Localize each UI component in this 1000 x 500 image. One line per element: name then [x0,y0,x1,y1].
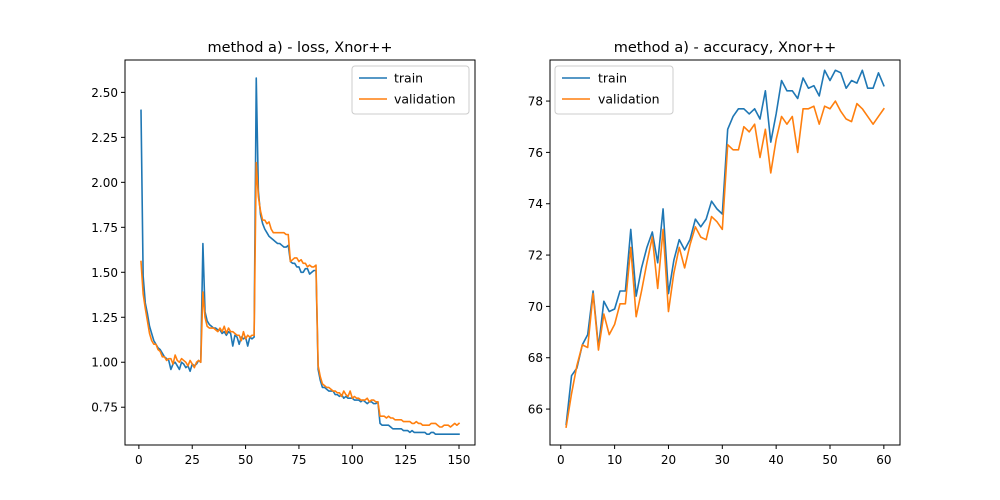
x-tick-label: 150 [448,453,471,467]
series-line-validation [140,161,461,428]
loss-chart-title: method a) - loss, Xnor++ [207,40,392,56]
loss-axes-frame [124,59,476,446]
series-line-train [565,69,885,426]
accuracy-chart-title: method a) - accuracy, Xnor++ [614,40,837,56]
x-tick-label: 10 [607,453,622,467]
series-line-train [140,77,460,436]
y-tick-label: 1.00 [91,356,118,370]
y-tick-label: 1.75 [91,221,118,235]
y-tick-label: 76 [528,146,543,160]
x-tick-label: 0 [557,453,565,467]
x-tick-label: 50 [238,453,253,467]
legend-label-validation: validation [394,92,456,107]
legend-label-validation: validation [598,92,660,107]
x-tick-label: 20 [661,453,676,467]
loss-series-layer [140,77,461,436]
x-tick-label: 30 [715,453,730,467]
x-tick-label: 125 [394,453,417,467]
accuracy-series-layer [565,69,885,428]
x-tick-label: 0 [135,453,143,467]
y-tick-label: 66 [528,403,543,417]
loss-legend: train validation [351,65,470,115]
x-tick-label: 75 [291,453,306,467]
accuracy-ticks-layer: 0 10 20 30 40 50 60 66 68 70 72 74 76 78 [528,95,892,467]
y-tick-label: 74 [528,197,543,211]
y-tick-label: 72 [528,249,543,263]
x-tick-label: 60 [876,453,891,467]
x-tick-label: 100 [341,453,364,467]
x-tick-label: 25 [185,453,200,467]
y-tick-label: 0.75 [91,401,118,415]
y-tick-label: 1.25 [91,311,118,325]
loss-ticks-layer: 0 25 50 75 100 125 150 0.75 1.00 1.25 1.50 1.75 2.00… [91,86,470,467]
y-tick-label: 78 [528,95,543,109]
loss-chart-panel: method a) - loss, Xnor++ 0 25 50 75 100 125 15… [91,40,476,467]
y-tick-label: 68 [528,351,543,365]
y-tick-label: 2.25 [91,131,118,145]
x-tick-label: 40 [769,453,784,467]
y-tick-label: 70 [528,300,543,314]
legend-label-train: train [394,71,423,86]
x-tick-label: 50 [822,453,837,467]
accuracy-axes-frame [549,59,901,446]
y-tick-label: 2.50 [91,86,118,100]
legend-label-train: train [598,71,627,86]
y-tick-label: 1.50 [91,266,118,280]
y-tick-label: 2.00 [91,176,118,190]
series-line-validation [565,100,885,428]
accuracy-legend: train validation [554,65,674,115]
accuracy-chart-panel: method a) - accuracy, Xnor++ 0 10 20 30 40 50… [528,40,901,467]
